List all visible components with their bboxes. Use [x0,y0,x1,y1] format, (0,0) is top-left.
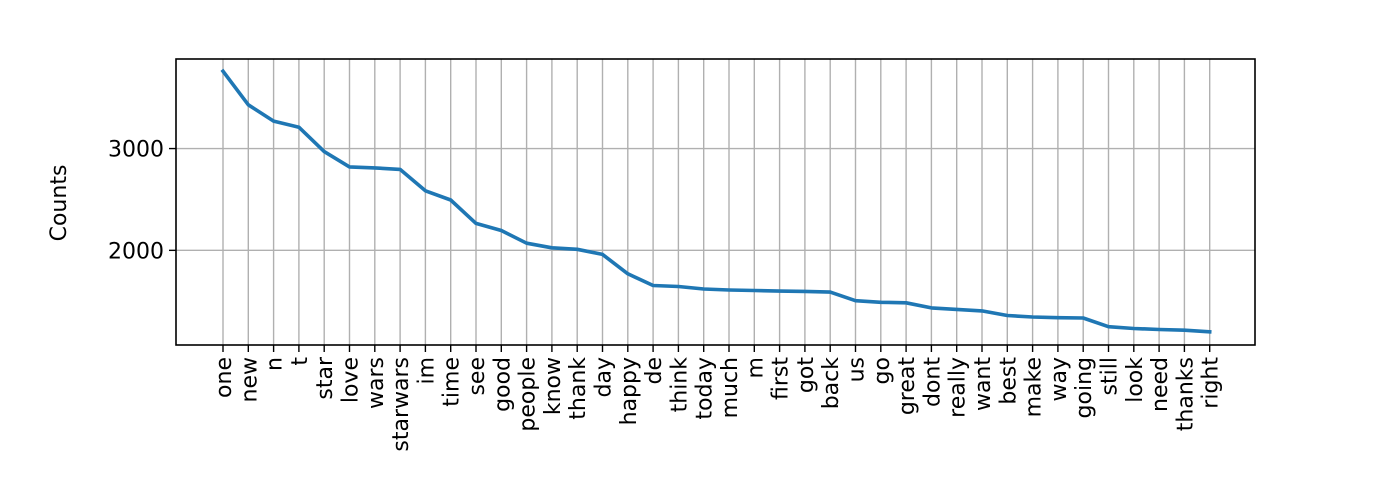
x-tick-label: new [237,357,262,402]
plot-frame [175,58,1256,346]
x-tick-label: starwars [389,357,414,452]
x-tick-label: want [971,357,996,411]
x-tick-label: im [414,357,439,385]
x-tick-label: know [541,357,566,415]
y-tick-label: 2000 [108,239,164,264]
x-tick-label: people [516,357,541,432]
x-tick-label: de [642,357,667,385]
x-tick-label: got [794,357,819,393]
x-tick-label: one [212,357,237,398]
x-tick-label: still [1098,357,1123,395]
x-tick-label: look [1123,357,1148,403]
x-tick-label: best [996,357,1021,405]
x-tick-label: m [743,357,768,378]
x-tick-label: really [946,357,971,418]
x-tick-label: need [1148,357,1173,412]
x-tick-label: good [490,357,515,412]
x-tick-label: see [465,357,490,396]
x-tick-label: dont [920,357,945,407]
x-tick-label: n [263,357,288,371]
x-tick-label: thanks [1173,357,1198,431]
x-tick-label: great [895,357,920,416]
x-tick-label: make [1022,357,1047,417]
x-tick-label: going [1072,357,1097,418]
x-tick-label: star [313,356,338,400]
x-tick-label: first [769,357,794,400]
y-axis-label: Counts [47,165,72,242]
series-layer [220,68,1212,334]
x-tick-label: think [667,357,692,413]
x-tick-label: happy [617,357,642,425]
x-tick-label: love [339,357,364,403]
x-tick-label: t [288,357,313,366]
x-tick-label: back [819,357,844,410]
x-tick-label: today [693,357,718,420]
x-axis: one new n t star love wars starwars im time see goo… [212,345,1224,452]
y-axis: 2000 3000 [108,138,176,264]
x-tick-label: go [870,357,895,384]
x-tick-label: time [440,357,465,407]
y-tick-label: 3000 [108,138,164,163]
x-tick-label: wars [364,357,389,409]
x-tick-label: thank [566,357,591,420]
x-tick-label: much [718,357,743,418]
x-tick-label: right [1199,357,1224,409]
x-tick-label: us [845,357,870,382]
x-tick-label: day [592,357,617,397]
series-line [220,68,1212,334]
x-tick-label: way [1047,357,1072,402]
grid-lines [176,59,1255,345]
